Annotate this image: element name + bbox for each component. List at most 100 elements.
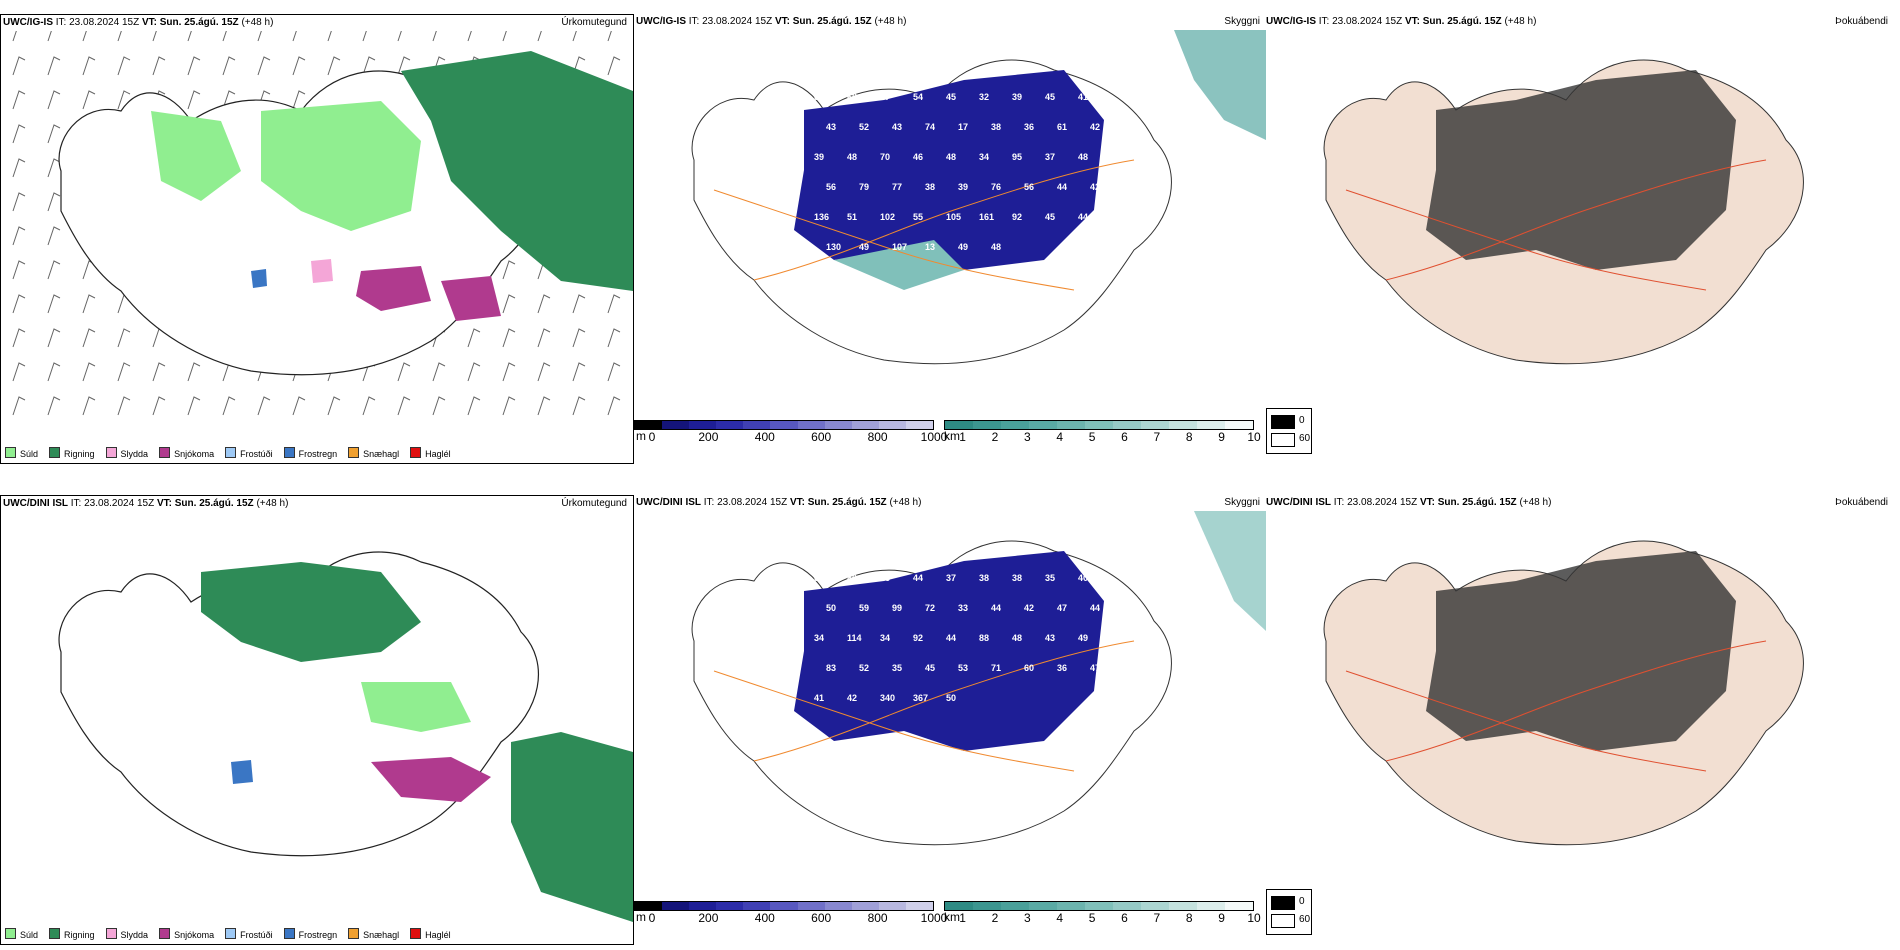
visibility-value: 51 bbox=[847, 212, 857, 222]
panel-header: UWC/IG-IS IT: 23.08.2024 15Z VT: Sun. 25… bbox=[636, 16, 1260, 27]
colorbar-tick: 9 bbox=[1218, 430, 1225, 444]
visibility-value: 45 bbox=[925, 663, 935, 673]
panel-title: Skyggni bbox=[1224, 16, 1260, 27]
visibility-value: 34 bbox=[880, 633, 890, 643]
visibility-value: 72 bbox=[925, 603, 935, 613]
visibility-value: 43 bbox=[1045, 633, 1055, 643]
panel-title: Þokuábendi bbox=[1835, 497, 1888, 508]
visibility-value: 53 bbox=[958, 663, 968, 673]
visibility-value: 38 bbox=[991, 122, 1001, 132]
vis-bar-m: 0 200 400 600 800 1000 m bbox=[634, 420, 947, 444]
visibility-value: 88 bbox=[979, 633, 989, 643]
visibility-value: 41 bbox=[814, 693, 824, 703]
fog-panel-top: UWC/IG-IS IT: 23.08.2024 15Z VT: Sun. 25… bbox=[1266, 14, 1900, 464]
visibility-value: 61 bbox=[814, 573, 824, 583]
visibility-value: 59 bbox=[859, 603, 869, 613]
road-network bbox=[713, 159, 1135, 291]
fog-key: 0 60 bbox=[1266, 408, 1312, 454]
visibility-value: 36 bbox=[1024, 122, 1034, 132]
visibility-map: 68 68 67 54 45 32 39 45 41 43 52 43 74 17 38 36 61 42 39 48… bbox=[691, 30, 1266, 365]
colorbar-tick: 600 bbox=[811, 911, 832, 925]
visibility-value: 114 bbox=[847, 633, 862, 643]
fog-map bbox=[1323, 540, 1804, 846]
visibility-value: 48 bbox=[991, 242, 1001, 252]
legend-item: Snjókoma bbox=[159, 447, 214, 459]
panel-header: UWC/IG-IS IT: 23.08.2024 15Z VT: Sun. 25… bbox=[1266, 16, 1888, 27]
visibility-value: 38 bbox=[925, 182, 935, 192]
visibility-labels: 68 68 67 54 45 32 39 45 41 43 52 43 74 17 38 36 61 42 39 48… bbox=[814, 92, 1100, 252]
road-network bbox=[1345, 159, 1767, 291]
fog-key: 0 60 bbox=[1266, 889, 1312, 935]
colorbar-tick: 1000 bbox=[920, 911, 948, 925]
visibility-value: 92 bbox=[1012, 212, 1022, 222]
visibility-value: 33 bbox=[958, 603, 968, 613]
visibility-value: 68 bbox=[847, 92, 857, 102]
visibility-value: 77 bbox=[892, 182, 902, 192]
visibility-value: 39 bbox=[958, 182, 968, 192]
panel-title: Úrkomutegund bbox=[561, 17, 627, 28]
visibility-value: 42 bbox=[847, 693, 857, 703]
visibility-value: 37 bbox=[1045, 152, 1055, 162]
colorbar-tick: 6 bbox=[1121, 911, 1128, 925]
visibility-value: 161 bbox=[979, 212, 994, 222]
visibility-value: 45 bbox=[880, 573, 890, 583]
visibility-value: 74 bbox=[925, 122, 935, 132]
visibility-value: 34 bbox=[979, 152, 989, 162]
visibility-value: 79 bbox=[859, 182, 869, 192]
visibility-value: 32 bbox=[979, 92, 989, 102]
colorbar-tick: 3 bbox=[1024, 430, 1031, 444]
model-name: UWC/IG-IS bbox=[3, 17, 53, 28]
colorbar-tick: 0 bbox=[648, 430, 656, 444]
colorbar-tick: 6 bbox=[1121, 430, 1128, 444]
visibility-value: 44 bbox=[1078, 212, 1088, 222]
panel-header: UWC/DINI ISL IT: 23.08.2024 15Z VT: Sun.… bbox=[636, 497, 1260, 508]
visibility-value: 80 bbox=[847, 573, 857, 583]
colorbar-tick: 800 bbox=[867, 911, 888, 925]
visibility-value: 38 bbox=[1012, 573, 1022, 583]
visibility-value: 136 bbox=[814, 212, 829, 222]
visibility-value: 55 bbox=[913, 212, 923, 222]
visibility-value: 95 bbox=[1012, 152, 1022, 162]
panel-title: Skyggni bbox=[1224, 497, 1260, 508]
colorbar-tick: 2 bbox=[991, 911, 999, 925]
visibility-value: 71 bbox=[991, 663, 1001, 673]
colorbar-tick: 0 bbox=[648, 911, 656, 925]
colorbar-tick: 4 bbox=[1056, 911, 1064, 925]
colorbar-tick: 1000 bbox=[920, 430, 948, 444]
panel-title: Þokuábendi bbox=[1835, 16, 1888, 27]
visibility-value: 42 bbox=[1090, 122, 1100, 132]
visibility-value: 48 bbox=[1078, 152, 1088, 162]
visibility-value: 43 bbox=[892, 122, 902, 132]
visibility-value: 47 bbox=[1090, 663, 1100, 673]
legend-item: Slydda bbox=[105, 447, 148, 459]
colorbar-tick: 10 bbox=[1247, 911, 1261, 925]
visibility-value: 99 bbox=[892, 603, 902, 613]
visibility-value: 105 bbox=[946, 212, 961, 222]
visibility-value: 35 bbox=[1045, 573, 1055, 583]
visibility-value: 46 bbox=[913, 152, 923, 162]
visibility-value: 34 bbox=[814, 633, 824, 643]
visibility-value: 44 bbox=[1057, 182, 1067, 192]
visibility-value: 60 bbox=[1024, 663, 1034, 673]
precip-type-panel-bottom: UWC/DINI ISL IT: 23.08.2024 15Z VT: Sun.… bbox=[0, 495, 634, 945]
visibility-value: 45 bbox=[946, 92, 956, 102]
visibility-value: 45 bbox=[1045, 92, 1055, 102]
visibility-value: 67 bbox=[880, 92, 890, 102]
visibility-value: 40 bbox=[1078, 573, 1088, 583]
colorbar-tick: 400 bbox=[754, 430, 775, 444]
precip-map bbox=[12, 31, 633, 416]
visibility-value: 44 bbox=[1090, 603, 1100, 613]
visibility-value: 70 bbox=[880, 152, 890, 162]
visibility-value: 56 bbox=[1024, 182, 1034, 192]
visibility-value: 47 bbox=[1057, 603, 1067, 613]
visibility-panel-top: UWC/IG-IS IT: 23.08.2024 15Z VT: Sun. 25… bbox=[634, 14, 1266, 464]
vis-bar-m: 0 200 400 600 800 1000 m bbox=[634, 901, 947, 925]
visibility-value: 102 bbox=[880, 212, 895, 222]
visibility-value: 52 bbox=[859, 663, 869, 673]
vis-bar-km: 1 2 3 4 5 6 7 8 9 10 km bbox=[944, 901, 1261, 925]
colorbar-tick: 400 bbox=[754, 911, 775, 925]
visibility-value: 48 bbox=[1012, 633, 1022, 643]
visibility-value: 42 bbox=[1024, 603, 1034, 613]
precip-legend: Súld Rigning Slydda Snjókoma Frostúði Frostre… bbox=[5, 447, 462, 459]
colorbar-tick: 7 bbox=[1153, 911, 1161, 925]
